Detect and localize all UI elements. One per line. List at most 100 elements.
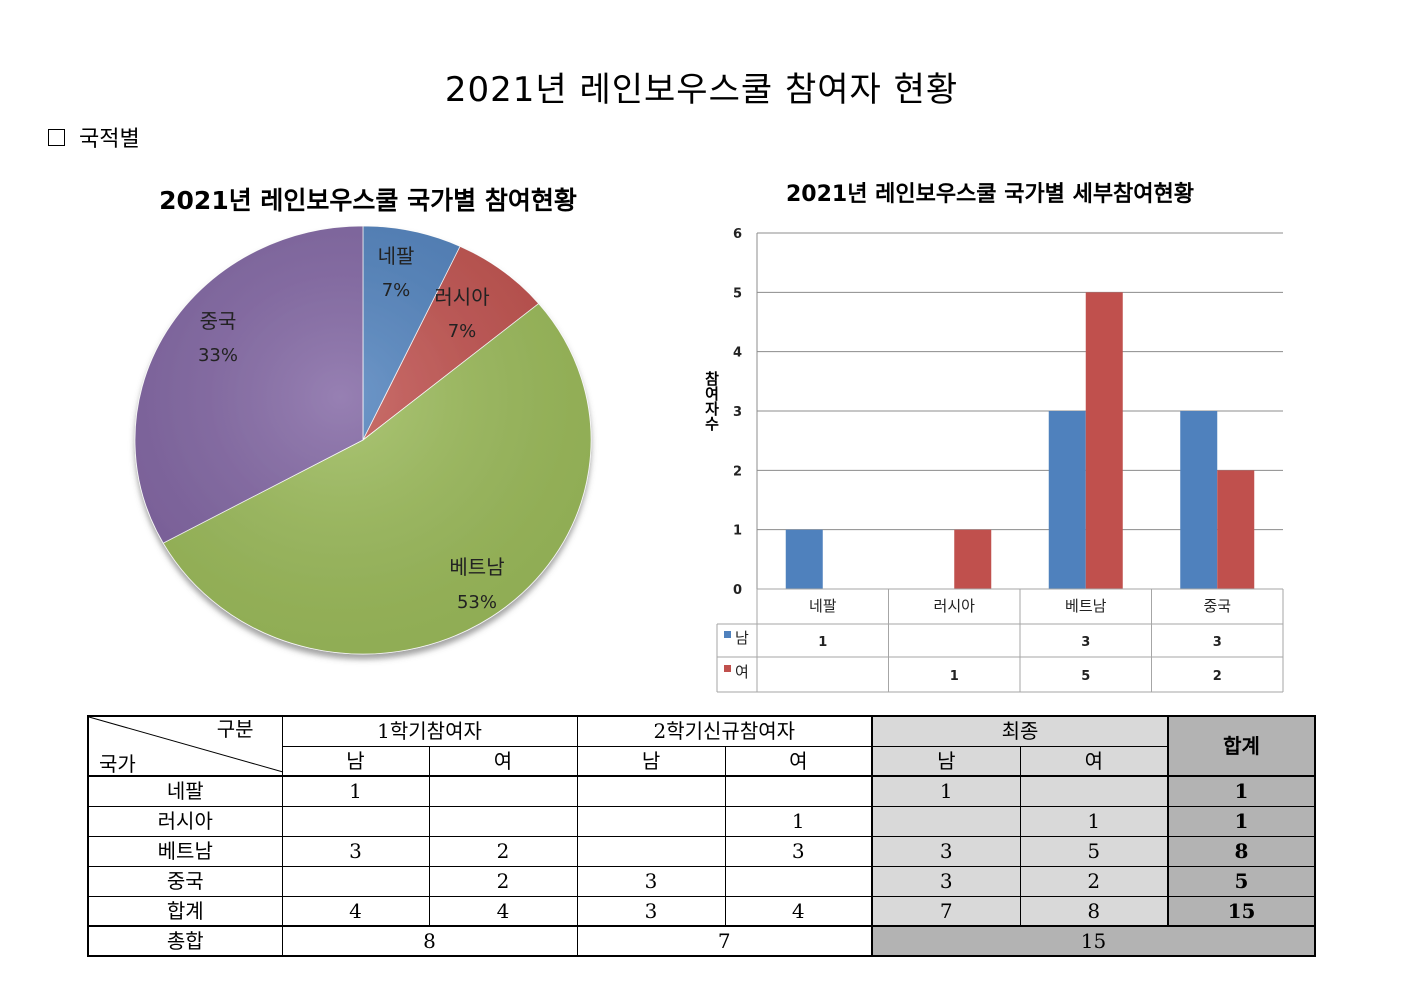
pie-chart-title: 2021년 레인보우스쿨 국가별 참여현황 bbox=[159, 186, 577, 215]
section-label: 국적별 bbox=[79, 127, 140, 152]
pie-percent-label: 7% bbox=[382, 280, 411, 301]
grand-total-sem1: 8 bbox=[281, 925, 578, 957]
group-header-final: 최종 bbox=[871, 715, 1169, 747]
table-cell: 3 bbox=[724, 835, 873, 867]
corner-cell: 구분 국가 bbox=[87, 715, 284, 777]
table-cell: 1 bbox=[1167, 775, 1316, 807]
table-cell: 3 bbox=[871, 835, 1021, 867]
sub-header-female: 여 bbox=[428, 745, 578, 777]
table-cell: 2 bbox=[428, 835, 578, 867]
table-row: 합계 4 4 3 4 7 8 15 bbox=[87, 895, 1316, 927]
section-heading: 국적별 bbox=[48, 121, 140, 153]
table-cell: 1 bbox=[1019, 805, 1169, 837]
table-cell bbox=[281, 865, 430, 897]
table-row: 중국 2 3 3 2 5 bbox=[87, 865, 1316, 897]
table-cell bbox=[428, 805, 578, 837]
grand-total-final: 15 bbox=[871, 925, 1316, 957]
diagonal-line bbox=[88, 716, 284, 773]
x-category-label: 중국 bbox=[1203, 597, 1231, 615]
pie-category-label: 베트남 bbox=[449, 555, 504, 579]
table-cell: 1 bbox=[871, 775, 1021, 807]
grand-total-row: 총합 8 7 15 bbox=[87, 925, 1316, 957]
bar-male-1 bbox=[785, 529, 823, 589]
table-cell: 5 bbox=[1167, 865, 1316, 897]
table-cell: 8 bbox=[1019, 895, 1169, 927]
y-tick-label: 0 bbox=[733, 583, 742, 598]
sub-header-female: 여 bbox=[724, 745, 873, 777]
table-cell: 2 bbox=[1019, 865, 1169, 897]
table-cell: 7 bbox=[871, 895, 1021, 927]
y-tick-label: 5 bbox=[733, 286, 742, 301]
bar-female-4 bbox=[1217, 470, 1255, 589]
table-row: 네팔 1 1 1 bbox=[87, 775, 1316, 807]
table-cell bbox=[1019, 775, 1169, 807]
participants-table: 구분 국가 1학기참여자 2학기신규참여자 최종 합계 남 여 남 여 남 여 … bbox=[87, 715, 1317, 957]
table-cell bbox=[724, 865, 873, 897]
sub-header-male: 남 bbox=[871, 745, 1021, 777]
group-header-sem1: 1학기참여자 bbox=[281, 715, 578, 747]
y-tick-label: 3 bbox=[733, 405, 742, 420]
pie-percent-label: 53% bbox=[457, 592, 497, 613]
table-cell: 3 bbox=[576, 895, 726, 927]
row-country: 베트남 bbox=[87, 835, 283, 867]
y-tick-label: 2 bbox=[733, 464, 742, 479]
y-tick-label: 1 bbox=[733, 524, 742, 539]
bar-female-2 bbox=[954, 529, 992, 589]
table-cell bbox=[576, 775, 726, 807]
y-tick-label: 6 bbox=[733, 227, 742, 242]
data-table-value: 3 bbox=[1081, 635, 1090, 650]
data-table-value: 3 bbox=[1213, 635, 1222, 650]
data-table-value: 1 bbox=[818, 635, 827, 650]
sub-header-male: 남 bbox=[576, 745, 726, 777]
table-row: 베트남 3 2 3 3 5 8 bbox=[87, 835, 1316, 867]
pie-percent-label: 33% bbox=[198, 345, 238, 366]
group-header-sem2: 2학기신규참여자 bbox=[576, 715, 873, 747]
pie-percent-label: 7% bbox=[448, 321, 477, 342]
y-tick-label: 4 bbox=[733, 346, 742, 361]
table-cell: 1 bbox=[281, 775, 430, 807]
table-cell bbox=[428, 775, 578, 807]
table-cell bbox=[576, 835, 726, 867]
x-category-label: 베트남 bbox=[1065, 597, 1107, 615]
square-bullet-icon bbox=[48, 128, 65, 146]
corner-top-label: 구분 bbox=[216, 717, 254, 741]
legend-label-male: 남 bbox=[735, 629, 749, 647]
pie-category-label: 중국 bbox=[200, 309, 237, 333]
table-cell bbox=[576, 805, 726, 837]
y-axis-label: 참여자수 bbox=[705, 370, 719, 433]
legend-label-female: 여 bbox=[735, 663, 749, 681]
table-cell: 4 bbox=[724, 895, 873, 927]
bar-chart-title: 2021년 레인보우스쿨 국가별 세부참여현황 bbox=[785, 182, 1195, 207]
legend-swatch-male bbox=[724, 631, 731, 638]
pie-category-label: 네팔 bbox=[378, 244, 415, 268]
table-cell: 1 bbox=[724, 805, 873, 837]
table-cell: 3 bbox=[871, 865, 1021, 897]
table-cell: 15 bbox=[1167, 895, 1316, 927]
grand-total-label: 총합 bbox=[87, 925, 283, 957]
sub-header-male: 남 bbox=[281, 745, 430, 777]
corner-bottom-label: 국가 bbox=[99, 752, 136, 776]
table-cell: 4 bbox=[281, 895, 430, 927]
sub-header-female: 여 bbox=[1019, 745, 1169, 777]
total-header: 합계 bbox=[1167, 715, 1316, 777]
table-cell: 3 bbox=[576, 865, 726, 897]
pie-category-label: 러시아 bbox=[434, 285, 489, 309]
row-country: 합계 bbox=[87, 895, 283, 927]
grand-total-sem2: 7 bbox=[576, 925, 873, 957]
table-cell: 3 bbox=[281, 835, 430, 867]
table-cell bbox=[281, 805, 430, 837]
table-row: 러시아 1 1 1 bbox=[87, 805, 1316, 837]
data-table-value: 1 bbox=[950, 669, 959, 684]
bar-male-3 bbox=[1048, 411, 1086, 589]
x-category-label: 러시아 bbox=[934, 597, 976, 615]
bar-female-3 bbox=[1085, 292, 1123, 589]
bar-male-4 bbox=[1180, 411, 1218, 589]
row-country: 중국 bbox=[87, 865, 283, 897]
table-cell bbox=[724, 775, 873, 807]
data-table-value: 5 bbox=[1081, 669, 1090, 684]
x-category-label: 네팔 bbox=[809, 597, 837, 615]
table-cell: 4 bbox=[428, 895, 578, 927]
table-cell bbox=[871, 805, 1021, 837]
row-country: 네팔 bbox=[87, 775, 283, 807]
legend-swatch-female bbox=[724, 665, 731, 672]
